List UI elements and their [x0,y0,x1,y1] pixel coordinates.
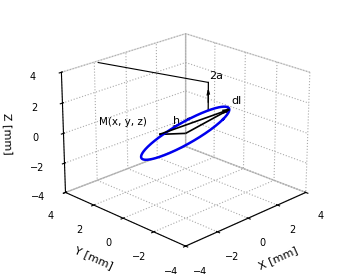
X-axis label: X [mm]: X [mm] [257,245,299,271]
Y-axis label: Y [mm]: Y [mm] [73,246,114,271]
